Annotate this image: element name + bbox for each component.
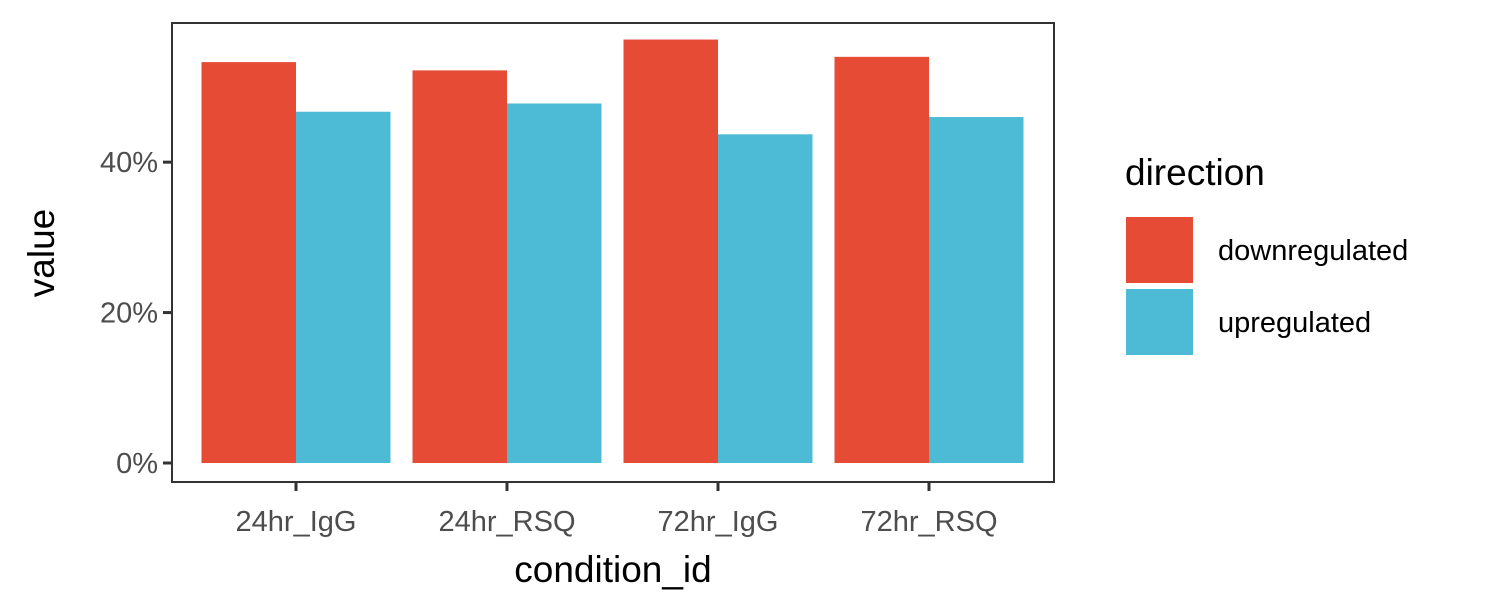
- legend-label-upregulated: upregulated: [1218, 307, 1371, 339]
- legend-title: direction: [1125, 152, 1265, 193]
- x-tick-label: 72hr_RSQ: [860, 506, 997, 538]
- x-tick-label: 72hr_IgG: [658, 506, 779, 538]
- bar-72hr_RSQ-upregulated: [929, 117, 1024, 464]
- legend-key-upregulated: [1126, 289, 1193, 355]
- y-tick-label: 40%: [100, 147, 158, 179]
- bar-24hr_RSQ-downregulated: [412, 70, 507, 463]
- legend: direction downregulated upregulated: [1125, 152, 1408, 355]
- bar-72hr_IgG-upregulated: [718, 134, 813, 464]
- x-tick-label: 24hr_RSQ: [438, 506, 575, 538]
- y-tick-label: 20%: [100, 298, 158, 330]
- y-axis: 0% 20% 40%: [100, 147, 172, 480]
- x-axis-title: condition_id: [514, 549, 711, 590]
- y-axis-title: value: [21, 209, 62, 297]
- x-axis: 24hr_IgG 24hr_RSQ 72hr_IgG 72hr_RSQ: [236, 482, 998, 538]
- x-tick-label: 24hr_IgG: [236, 506, 357, 538]
- bar-72hr_RSQ-downregulated: [834, 56, 929, 463]
- legend-label-downregulated: downregulated: [1218, 235, 1408, 267]
- bar-24hr_RSQ-upregulated: [507, 103, 602, 463]
- legend-key-downregulated: [1126, 217, 1193, 283]
- bar-24hr_IgG-downregulated: [201, 62, 296, 463]
- bar-72hr_IgG-downregulated: [623, 39, 718, 464]
- bars-layer: [201, 39, 1024, 464]
- y-tick-label: 0%: [116, 448, 158, 480]
- panel-border: [171, 22, 1055, 483]
- bar-24hr_IgG-upregulated: [296, 111, 391, 463]
